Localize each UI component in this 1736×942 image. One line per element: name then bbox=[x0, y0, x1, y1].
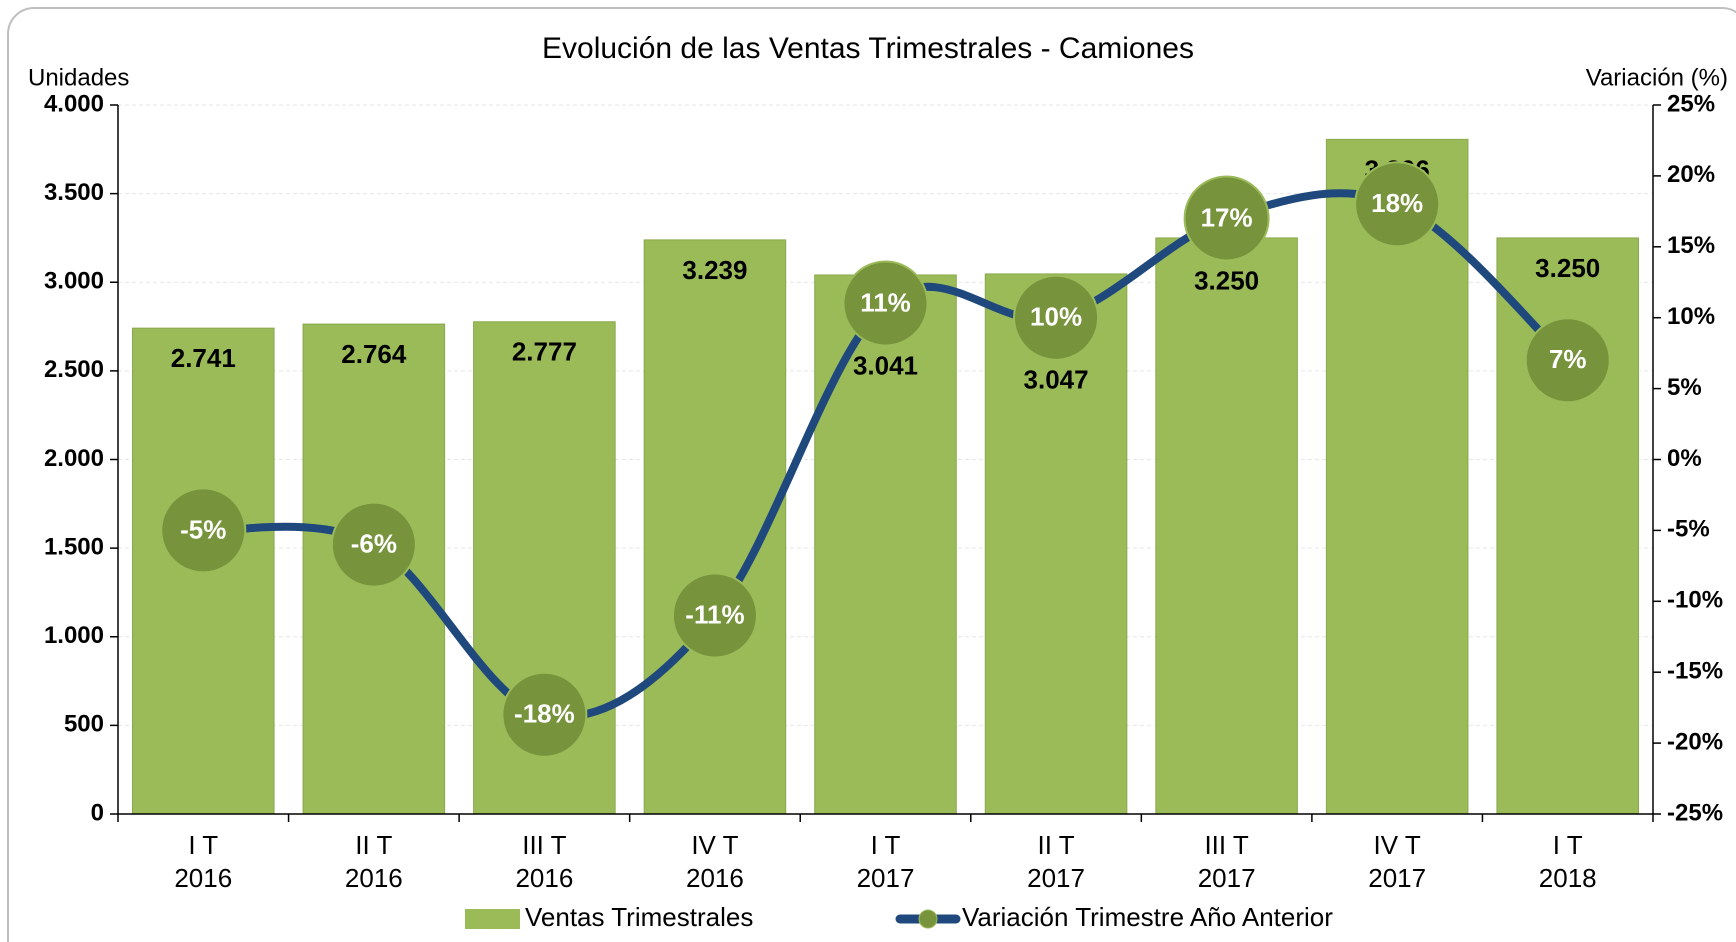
x-tick-label: IV T 2016 bbox=[686, 830, 744, 893]
y-tick-label: 0 bbox=[91, 799, 104, 826]
y-tick-label: 1.500 bbox=[44, 533, 104, 560]
line-marker bbox=[1524, 317, 1611, 404]
x-tick-label: III T 2017 bbox=[1197, 830, 1256, 893]
legend-swatch bbox=[918, 909, 938, 929]
y2-tick-label: 0% bbox=[1667, 445, 1702, 472]
x-tick-label: II T 2017 bbox=[1027, 830, 1085, 893]
line-marker bbox=[330, 501, 417, 588]
x-tick-label: III T 2016 bbox=[515, 830, 574, 893]
x-tick-label: I T 2018 bbox=[1538, 830, 1597, 893]
bar bbox=[1325, 138, 1469, 815]
chart-title: Evolución de las Ventas Trimestrales - C… bbox=[542, 32, 1194, 65]
y2-tick-label: -25% bbox=[1667, 799, 1723, 826]
bar-value-label: 3.239 bbox=[682, 255, 747, 285]
line-marker bbox=[160, 487, 247, 574]
line-value-label: 11% bbox=[860, 287, 911, 317]
y-tick-label: 3.500 bbox=[44, 179, 104, 206]
line-value-label: 10% bbox=[1030, 302, 1082, 332]
line-marker bbox=[671, 572, 758, 659]
x-tick-label: I T 2017 bbox=[856, 830, 915, 893]
bar-value-label: 3.047 bbox=[1024, 365, 1089, 395]
y2-tick-label: 20% bbox=[1667, 161, 1715, 188]
bar-value-label: 2.777 bbox=[512, 337, 577, 367]
bar-value-label: 2.741 bbox=[171, 343, 236, 373]
line-value-label: 7% bbox=[1549, 344, 1587, 374]
x-tick-label: II T 2016 bbox=[344, 830, 403, 893]
line-marker bbox=[1354, 161, 1441, 248]
y2-tick-label: 10% bbox=[1667, 303, 1715, 330]
bar bbox=[984, 273, 1128, 815]
legend-swatch bbox=[465, 909, 520, 929]
y-tick-label: 1.000 bbox=[44, 622, 104, 649]
y-tick-label: 4.000 bbox=[44, 90, 104, 117]
line-value-label: 17% bbox=[1201, 202, 1253, 232]
y2-tick-label: -20% bbox=[1667, 728, 1723, 755]
y2-tick-label: -10% bbox=[1667, 587, 1723, 614]
legend-label: Ventas Trimestrales bbox=[525, 902, 753, 932]
line-value-label: -18% bbox=[514, 699, 575, 729]
bar-value-label: 3.250 bbox=[1194, 265, 1259, 295]
bar-value-label: 3.041 bbox=[853, 350, 918, 380]
bar-value-label: 2.764 bbox=[341, 339, 407, 369]
y2-tick-label: -5% bbox=[1667, 516, 1710, 543]
line-marker bbox=[842, 260, 929, 347]
line-marker bbox=[501, 671, 588, 758]
x-tick-label: IV T 2017 bbox=[1368, 830, 1427, 893]
y2-tick-label: 25% bbox=[1667, 90, 1715, 117]
y2-tick-label: -15% bbox=[1667, 658, 1723, 685]
y2-tick-label: 5% bbox=[1667, 374, 1702, 401]
line-marker bbox=[1013, 274, 1100, 361]
legend-label: Variación Trimestre Año Anterior bbox=[962, 902, 1333, 932]
bar bbox=[1155, 237, 1298, 815]
line-value-label: -11% bbox=[685, 599, 744, 629]
y2-axis-label: Variación (%) bbox=[1586, 64, 1728, 91]
line-value-label: -6% bbox=[351, 528, 397, 558]
y-tick-label: 2.500 bbox=[44, 356, 104, 383]
y-tick-label: 2.000 bbox=[44, 445, 104, 472]
y2-tick-label: 15% bbox=[1667, 232, 1715, 259]
line-value-label: -5% bbox=[180, 514, 226, 544]
y-tick-label: 500 bbox=[64, 711, 104, 738]
x-tick-label: I T 2016 bbox=[174, 830, 233, 893]
bar-value-label: 3.250 bbox=[1535, 253, 1600, 283]
line-marker bbox=[1183, 175, 1270, 262]
y-axis-label: Unidades bbox=[28, 64, 129, 91]
y-tick-label: 3.000 bbox=[44, 268, 104, 295]
line-value-label: 18% bbox=[1371, 188, 1423, 218]
